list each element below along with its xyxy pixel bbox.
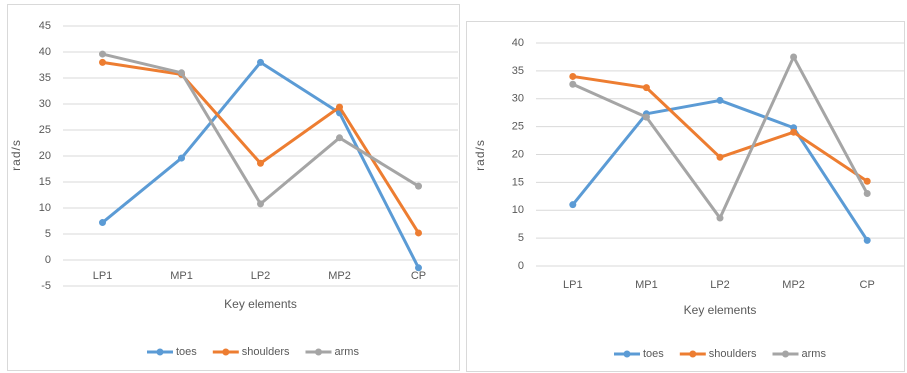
point bbox=[336, 103, 343, 111]
y-tick-label: 25 bbox=[39, 124, 51, 136]
point bbox=[99, 58, 106, 66]
x-tick-label: MP2 bbox=[328, 270, 351, 282]
x-tick-label: MP2 bbox=[782, 279, 805, 291]
point bbox=[415, 182, 422, 190]
point bbox=[257, 58, 264, 66]
point bbox=[716, 214, 724, 222]
point bbox=[415, 264, 422, 272]
y-tick-label: 40 bbox=[512, 37, 524, 49]
point bbox=[569, 201, 577, 209]
y-tick-label: 0 bbox=[518, 260, 524, 272]
y-tick-label: 35 bbox=[39, 72, 51, 84]
y-tick-label: 0 bbox=[45, 254, 51, 266]
x-tick-label: CP bbox=[860, 279, 875, 291]
legend-marker bbox=[623, 350, 631, 358]
legend-label: arms bbox=[802, 348, 827, 360]
y-tick-label: 30 bbox=[512, 93, 524, 105]
y-tick-label: -5 bbox=[41, 280, 51, 292]
chart-frame bbox=[466, 21, 905, 372]
point bbox=[642, 84, 650, 92]
legend-marker bbox=[315, 348, 322, 356]
x-tick-label: CP bbox=[411, 270, 426, 282]
x-tick-label: LP2 bbox=[251, 270, 271, 282]
x-tick-label: LP1 bbox=[563, 279, 583, 291]
y-tick-label: 35 bbox=[512, 65, 524, 77]
y-tick-label: 15 bbox=[512, 176, 524, 188]
y-tick-label: 5 bbox=[518, 232, 524, 244]
x-tick-label: LP2 bbox=[710, 279, 730, 291]
legend-label: toes bbox=[643, 348, 664, 360]
point bbox=[716, 153, 724, 161]
point bbox=[99, 50, 106, 58]
y-axis-label: rad/s bbox=[473, 139, 487, 171]
y-tick-label: 45 bbox=[39, 20, 51, 32]
point bbox=[790, 53, 798, 61]
point bbox=[863, 177, 871, 185]
x-tick-label: LP1 bbox=[93, 270, 113, 282]
legend-label: shoulders bbox=[242, 346, 290, 358]
legend-label: arms bbox=[335, 346, 360, 358]
y-tick-label: 10 bbox=[512, 204, 524, 216]
point bbox=[569, 72, 577, 80]
y-tick-label: 20 bbox=[39, 150, 51, 162]
y-tick-label: 20 bbox=[512, 148, 524, 160]
legend-label: toes bbox=[176, 346, 197, 358]
y-tick-label: 5 bbox=[45, 228, 51, 240]
legend-marker bbox=[222, 348, 230, 356]
y-tick-label: 10 bbox=[39, 202, 51, 214]
chart-frame bbox=[7, 4, 460, 371]
y-axis-label: rad/s bbox=[9, 139, 23, 171]
point bbox=[257, 159, 264, 167]
point bbox=[569, 80, 577, 88]
point bbox=[415, 229, 422, 237]
legend-marker bbox=[156, 348, 164, 356]
x-tick-label: MP1 bbox=[635, 279, 658, 291]
point bbox=[257, 200, 264, 208]
point bbox=[863, 190, 871, 198]
point bbox=[642, 113, 650, 121]
point bbox=[863, 236, 871, 244]
y-tick-label: 30 bbox=[39, 98, 51, 110]
legend-marker bbox=[782, 350, 789, 358]
point bbox=[99, 219, 106, 227]
point bbox=[716, 96, 724, 104]
point bbox=[178, 154, 185, 162]
x-axis-label: Key elements bbox=[224, 297, 297, 311]
legend-label: shoulders bbox=[709, 348, 757, 360]
point bbox=[336, 134, 343, 142]
y-tick-label: 25 bbox=[512, 121, 524, 133]
y-tick-label: 15 bbox=[39, 176, 51, 188]
legend-marker bbox=[689, 350, 697, 358]
point bbox=[178, 69, 185, 77]
point bbox=[790, 128, 798, 136]
x-tick-label: MP1 bbox=[170, 270, 193, 282]
x-axis-label: Key elements bbox=[684, 303, 757, 317]
y-tick-label: 40 bbox=[39, 46, 51, 58]
